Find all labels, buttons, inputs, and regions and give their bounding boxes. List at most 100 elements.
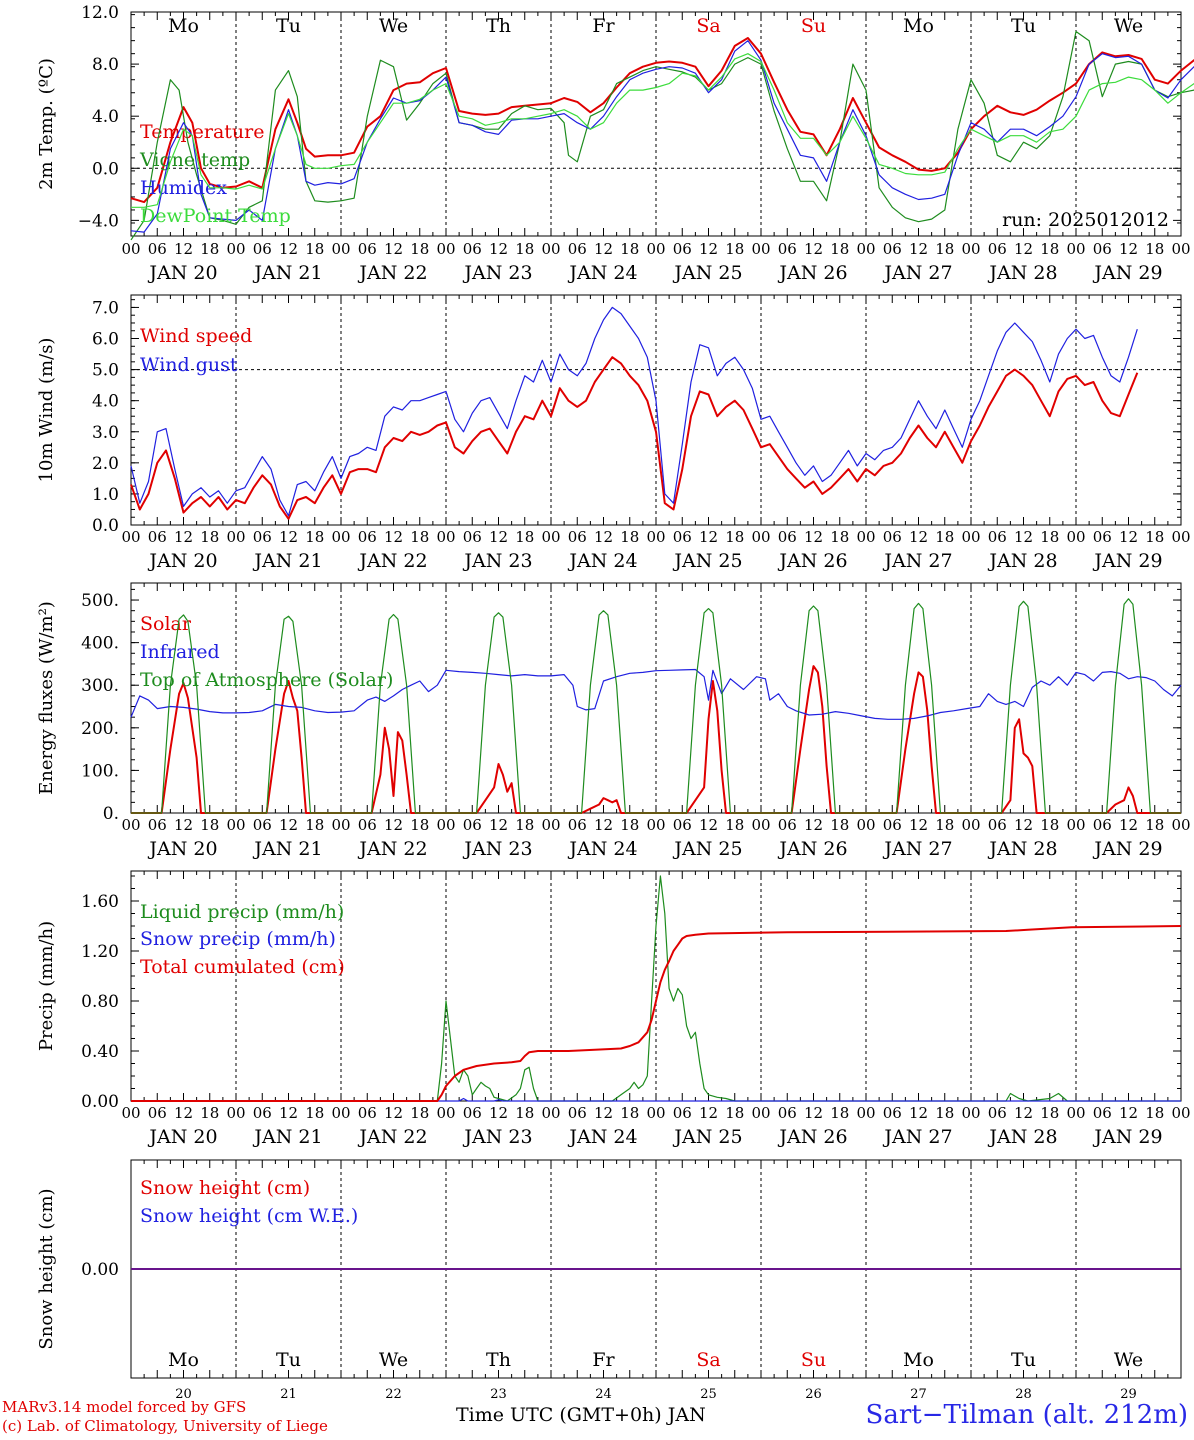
- hour-tick-label: 00: [226, 1104, 245, 1122]
- date-label: JAN 22: [357, 838, 427, 860]
- date-label: JAN 26: [777, 262, 847, 284]
- hour-tick-label: 18: [830, 240, 849, 258]
- hour-tick-label: 00: [856, 240, 875, 258]
- series-line-dewpoint-temp: [131, 53, 1194, 208]
- hour-tick-label: 12: [804, 816, 823, 834]
- hour-tick-label: 12: [384, 240, 403, 258]
- y-axis-label: Snow height (cm): [36, 1188, 57, 1349]
- hour-tick-label: 18: [725, 240, 744, 258]
- hour-tick-label: 18: [1040, 1104, 1059, 1122]
- hour-tick-label: 12: [1014, 528, 1033, 546]
- hour-tick-label: 00: [121, 240, 140, 258]
- hour-tick-label: 18: [410, 1104, 429, 1122]
- hour-tick-label: 00: [646, 1104, 665, 1122]
- hour-tick-label: 00: [856, 816, 875, 834]
- hour-tick-label: 18: [515, 816, 534, 834]
- hour-tick-label: 00: [1066, 240, 1085, 258]
- hour-tick-label: 06: [568, 1104, 587, 1122]
- hour-tick-label: 06: [883, 1104, 902, 1122]
- series-line-liquid-precip-mm-h-: [131, 875, 1181, 1102]
- hour-tick-label: 00: [751, 816, 770, 834]
- y-tick-label: 100.: [81, 761, 119, 781]
- hour-tick-label: 00: [751, 240, 770, 258]
- hour-tick-label: 12: [279, 240, 298, 258]
- legend-entry: Wind speed: [140, 325, 252, 347]
- site-title: Sart−Tilman (alt. 212m): [865, 1400, 1188, 1430]
- hour-tick-label: 18: [935, 816, 954, 834]
- y-tick-label: 1.0: [92, 485, 119, 505]
- hour-tick-label: 12: [1119, 1104, 1138, 1122]
- hour-tick-label: 12: [804, 1104, 823, 1122]
- hour-tick-label: 06: [253, 240, 272, 258]
- series-line-temperature: [130, 37, 1194, 204]
- day-number-label: 21: [280, 1387, 297, 1402]
- y-tick-label: 0.0: [92, 516, 119, 536]
- hour-tick-label: 06: [253, 1104, 272, 1122]
- hour-tick-label: 18: [515, 528, 534, 546]
- weekday-label: Su: [801, 1349, 826, 1371]
- hour-tick-label: 06: [358, 528, 377, 546]
- hour-tick-label: 06: [883, 528, 902, 546]
- hour-tick-label: 12: [804, 528, 823, 546]
- hour-tick-label: 00: [961, 240, 980, 258]
- date-label: JAN 21: [252, 838, 322, 860]
- hour-tick-label: 18: [1040, 240, 1059, 258]
- y-tick-label: 5.0: [92, 361, 119, 381]
- date-label: JAN 22: [357, 550, 427, 572]
- y-tick-label: 0.: [103, 804, 119, 824]
- date-label: JAN 20: [147, 1126, 217, 1148]
- legend-entry: Wind gust: [140, 354, 238, 376]
- hour-tick-label: 06: [673, 816, 692, 834]
- weekday-label: Th: [486, 15, 511, 37]
- hour-tick-label: 06: [778, 240, 797, 258]
- date-label: JAN 21: [252, 262, 322, 284]
- chart-panel-2: 7.0 6.0 5.0 4.0 3.0 2.0 1.0 0.0 10m Wind (m/s) Wi…: [36, 294, 1191, 572]
- hour-tick-label: 00: [1171, 1104, 1190, 1122]
- hour-tick-label: 12: [909, 1104, 928, 1122]
- weekday-label: Mo: [168, 15, 199, 37]
- hour-tick-label: 00: [436, 1104, 455, 1122]
- series-line-solar: [131, 665, 1181, 814]
- date-label: JAN 28: [987, 262, 1057, 284]
- hour-tick-label: 12: [174, 528, 193, 546]
- y-axis-label: 2m Temp. (ºC): [36, 58, 57, 190]
- date-label: JAN 25: [672, 550, 742, 572]
- chart-panel-3: 500. 400. 300. 200. 100. 0. Energy fluxes (W/m…: [36, 582, 1191, 860]
- date-label: JAN 27: [882, 1126, 952, 1148]
- legend-entry: Humidex: [140, 177, 227, 199]
- weekday-label: Mo: [903, 1349, 934, 1371]
- hour-tick-label: 12: [1119, 528, 1138, 546]
- hour-tick-label: 18: [410, 816, 429, 834]
- date-label: JAN 25: [672, 1126, 742, 1148]
- hour-tick-label: 12: [699, 528, 718, 546]
- hour-tick-label: 06: [463, 816, 482, 834]
- hour-tick-label: 00: [226, 816, 245, 834]
- y-tick-label: 1.60: [81, 892, 119, 912]
- weekday-label: Sa: [696, 1349, 720, 1371]
- hour-tick-label: 18: [410, 240, 429, 258]
- weekday-label: Tu: [276, 1349, 301, 1371]
- hour-tick-label: 00: [646, 240, 665, 258]
- hour-tick-label: 00: [646, 816, 665, 834]
- weekday-label: We: [379, 15, 408, 37]
- run-label: run: 2025012012: [1002, 209, 1169, 231]
- hour-tick-label: 00: [121, 816, 140, 834]
- legend-entry: Snow height (cm): [140, 1177, 310, 1199]
- y-tick-label: 4.0: [92, 107, 119, 127]
- date-label: JAN 25: [672, 838, 742, 860]
- hour-tick-label: 18: [200, 240, 219, 258]
- hour-tick-label: 12: [909, 528, 928, 546]
- hour-tick-label: 00: [1171, 240, 1190, 258]
- y-axis-label: 10m Wind (m/s): [36, 338, 57, 483]
- hour-tick-label: 18: [935, 240, 954, 258]
- hour-tick-label: 12: [594, 528, 613, 546]
- series-line-wind-speed: [130, 356, 1139, 520]
- hour-tick-label: 18: [200, 816, 219, 834]
- weekday-label: Mo: [903, 15, 934, 37]
- hour-tick-label: 00: [1066, 816, 1085, 834]
- hour-tick-label: 00: [961, 528, 980, 546]
- hour-tick-label: 06: [568, 528, 587, 546]
- y-tick-label: 6.0: [92, 330, 119, 350]
- hour-tick-label: 12: [594, 1104, 613, 1122]
- weekday-label: We: [1114, 1349, 1143, 1371]
